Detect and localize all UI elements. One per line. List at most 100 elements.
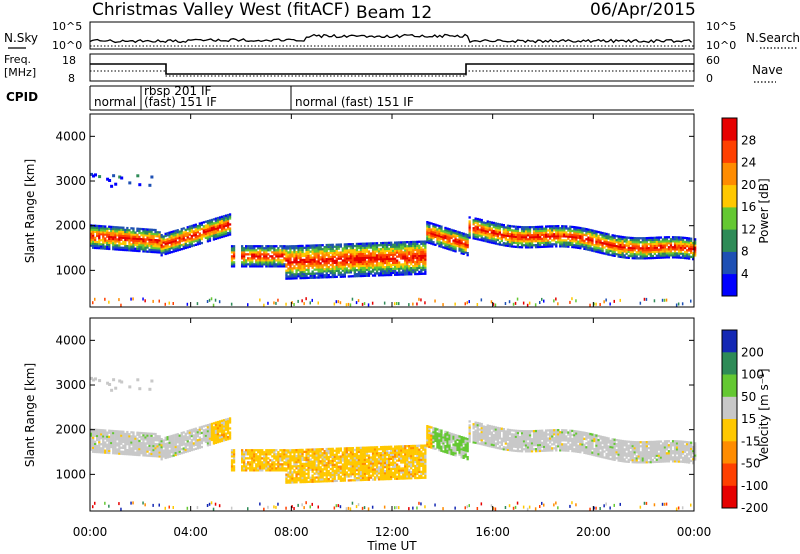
velocity-cell — [315, 468, 318, 471]
power-cell — [194, 225, 197, 228]
power-cell — [601, 231, 604, 235]
power-cell — [444, 242, 447, 246]
velocity-cell — [325, 478, 328, 481]
power-cell — [549, 241, 552, 244]
power-cell — [539, 237, 542, 241]
power-cell — [339, 267, 342, 270]
power-cell — [317, 272, 320, 275]
power-cell — [571, 225, 574, 229]
velocity-cell — [140, 444, 143, 447]
velocity-cell — [142, 446, 145, 449]
power-cell — [530, 244, 534, 247]
power-cell — [108, 237, 111, 240]
power-cell — [490, 221, 493, 224]
velocity-cell — [259, 459, 262, 462]
velocity-cell — [349, 455, 352, 458]
power-cell — [206, 234, 210, 237]
velocity-cell — [226, 425, 230, 429]
power-cell — [108, 245, 111, 248]
power-cell — [114, 234, 117, 237]
power-cell — [208, 229, 212, 232]
power-cell — [647, 257, 650, 260]
power-cell — [615, 245, 618, 248]
power-cell — [321, 276, 324, 279]
power-cell — [534, 303, 537, 307]
velocity-cell — [347, 469, 350, 472]
velocity-cell — [343, 469, 346, 472]
velocity-cell — [232, 453, 236, 456]
power-cell — [345, 247, 348, 250]
power-cell — [277, 251, 280, 254]
power-cell — [392, 245, 395, 248]
power-cell — [138, 241, 141, 245]
power-cell — [311, 262, 314, 265]
power-cell — [243, 265, 246, 268]
velocity-cell — [285, 481, 288, 484]
velocity-cell — [200, 437, 203, 441]
power-cell — [363, 252, 367, 255]
velocity-cell — [317, 480, 320, 483]
velocity-cell — [307, 474, 310, 477]
power-cell — [675, 240, 679, 243]
velocity-cell — [343, 465, 346, 468]
velocity-cell — [164, 436, 167, 439]
velocity-cell — [255, 467, 258, 470]
power-cell — [406, 267, 409, 270]
velocity-cell — [279, 467, 282, 470]
velocity-cell — [180, 448, 183, 451]
power-cell — [337, 253, 340, 256]
power-cell — [130, 237, 133, 240]
power-cell — [422, 256, 425, 259]
power-cell — [462, 248, 465, 251]
velocity-cell — [283, 449, 286, 452]
velocity-cell — [230, 449, 234, 452]
power-cell — [194, 239, 197, 242]
power-cell — [486, 230, 489, 233]
velocity-cell — [317, 464, 320, 467]
velocity-cell — [241, 461, 244, 464]
power-cell — [313, 246, 316, 249]
power-cell — [641, 245, 644, 248]
power-cell — [502, 230, 505, 233]
velocity-cell — [92, 446, 95, 449]
power-cell — [508, 245, 512, 248]
power-cell — [434, 243, 437, 246]
power-cell — [299, 260, 302, 264]
power-cell — [647, 247, 650, 250]
power-cell — [577, 246, 580, 249]
power-cell — [609, 235, 612, 238]
power-cell — [514, 225, 518, 228]
power-cell — [112, 225, 115, 229]
power-cell — [635, 237, 638, 240]
power-cell — [321, 254, 324, 257]
power-cell — [388, 255, 391, 259]
power-cell — [162, 239, 165, 242]
power-cell — [343, 245, 346, 248]
power-cell — [339, 245, 342, 248]
power-cell — [597, 234, 600, 238]
velocity-cell — [164, 454, 167, 458]
power-cell — [291, 267, 294, 270]
velocity-cell — [305, 501, 307, 505]
power-cell — [190, 228, 193, 232]
velocity-cell — [315, 472, 318, 475]
power-cell — [132, 235, 135, 238]
velocity-cell — [347, 455, 350, 458]
power-cell — [452, 245, 455, 248]
power-cell — [138, 247, 141, 251]
power-cell — [100, 245, 103, 248]
power-cell — [287, 255, 290, 258]
power-cell — [446, 239, 449, 242]
power-cell — [543, 227, 546, 230]
velocity-cell — [335, 461, 338, 464]
power-cell — [281, 245, 284, 248]
power-cell — [210, 232, 214, 236]
power-cell — [317, 250, 320, 253]
power-cell — [615, 249, 618, 252]
power-cell — [528, 236, 532, 239]
velocity-cell — [114, 440, 117, 443]
power-cell — [450, 230, 453, 234]
power-cell — [168, 239, 171, 242]
power-cell — [498, 241, 501, 244]
velocity-cell — [146, 446, 149, 449]
